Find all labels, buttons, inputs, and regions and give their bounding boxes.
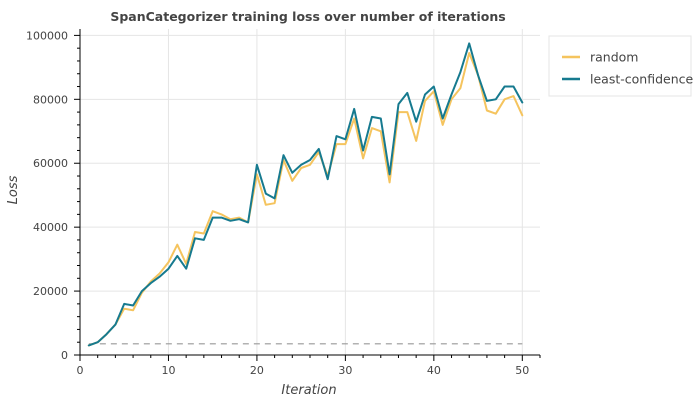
x-tick-label: 10	[161, 364, 175, 377]
y-tick-label: 0	[61, 349, 68, 362]
x-tick-label: 0	[77, 364, 84, 377]
legend-items: random least-confidence	[562, 50, 693, 87]
chart-title: SpanCategorizer training loss over numbe…	[110, 9, 505, 24]
series-group	[87, 42, 524, 347]
x-tick-label: 20	[250, 364, 264, 377]
x-axis-title: Iteration	[281, 383, 336, 398]
y-tick-label: 60000	[33, 157, 68, 170]
axes: 0 20000 40000 60000 80000 100000 0 10 20 30 40 50	[26, 29, 541, 377]
y-axis-title: Loss	[6, 175, 21, 204]
y-tick-label: 100000	[26, 29, 68, 42]
y-tick-label: 80000	[33, 93, 68, 106]
x-tick-label: 50	[515, 364, 529, 377]
legend-label-random: random	[590, 50, 638, 65]
grid	[79, 29, 540, 356]
x-tick-label: 40	[427, 364, 441, 377]
y-tick-label: 20000	[33, 285, 68, 298]
legend-label-least-confidence: least-confidence	[590, 72, 693, 87]
series-line-random	[87, 52, 524, 347]
y-tick-label: 40000	[33, 221, 68, 234]
legend-box	[548, 35, 692, 97]
x-tick-label: 30	[338, 364, 352, 377]
series-line-least-confidence	[87, 42, 524, 347]
legend[interactable]: random least-confidence	[548, 35, 693, 97]
